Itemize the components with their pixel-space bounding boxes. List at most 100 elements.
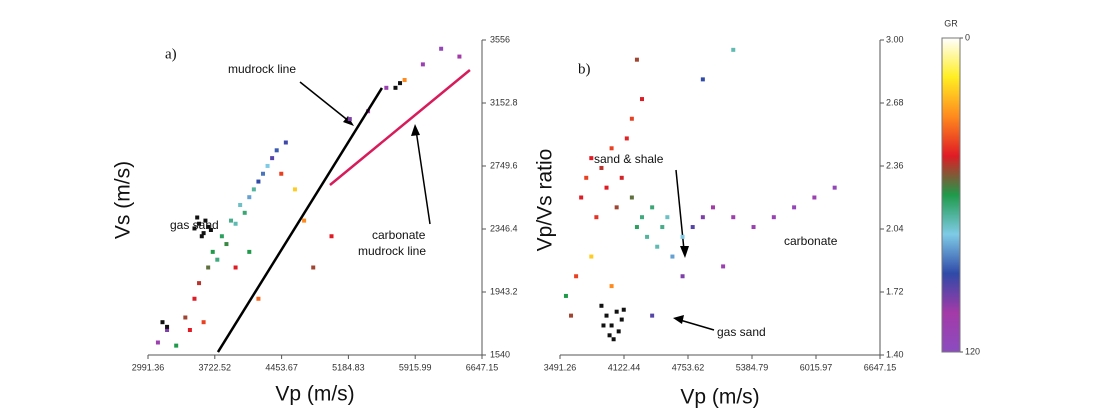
x-tick-label: 4453.67: [265, 362, 298, 372]
scatter-point: [329, 234, 334, 239]
colorbar-label: GR: [944, 18, 958, 28]
annotation: sand & shale: [594, 152, 664, 166]
scatter-point: [229, 218, 234, 223]
x-tick-label: 6647.15: [864, 362, 897, 372]
scatter-point: [629, 195, 634, 200]
panel-label: b): [578, 61, 591, 77]
scatter-point: [384, 85, 389, 90]
gas-sand-point: [197, 221, 202, 226]
gas-sand-point: [398, 81, 403, 86]
scatter-point: [792, 205, 797, 210]
scatter-point: [619, 175, 624, 180]
scatter-point: [256, 179, 261, 184]
scatter-point: [347, 117, 352, 122]
scatter-point: [751, 225, 756, 230]
scatter-point: [634, 225, 639, 230]
y-axis-label: Vs (m/s): [112, 161, 135, 239]
y-tick-label: 2346.4: [490, 223, 518, 233]
scatter-point: [614, 205, 619, 210]
y-tick-label: 1.72: [886, 286, 904, 296]
colorbar-tick-label: 120: [965, 346, 980, 356]
y-tick-label: 2749.6: [490, 160, 518, 170]
scatter-point: [215, 257, 220, 262]
trend-line: [329, 69, 471, 186]
arrowhead: [411, 124, 420, 136]
scatter-point: [238, 203, 243, 207]
x-tick-label: 4753.62: [672, 362, 705, 372]
scatter-point: [420, 62, 425, 67]
scatter-point: [569, 313, 574, 318]
scatter-point: [650, 313, 655, 318]
x-axis-label: Vp (m/s): [275, 383, 354, 406]
gas-sand-point: [208, 228, 213, 232]
scatter-point: [302, 218, 307, 223]
scatter-point: [645, 234, 650, 239]
gas-sand-point: [203, 218, 208, 223]
scatter-point: [700, 215, 705, 220]
arrowhead: [680, 246, 689, 258]
annotation: gas sand: [717, 325, 766, 339]
scatter-point: [210, 249, 215, 254]
y-tick-label: 3.00: [886, 34, 904, 44]
panel-label: a): [165, 46, 177, 62]
y-tick-label: 1943.2: [490, 286, 518, 296]
scatter-point: [731, 47, 736, 52]
scatter-point: [574, 274, 579, 279]
y-tick-label: 2.36: [886, 160, 904, 170]
scatter-point: [274, 148, 279, 153]
scatter-point: [165, 328, 170, 332]
scatter-point: [680, 274, 685, 279]
scatter-point: [640, 97, 645, 102]
scatter-point: [197, 281, 202, 286]
scatter-point: [589, 156, 594, 161]
scatter-point: [187, 328, 192, 332]
scatter-point: [260, 171, 265, 176]
x-tick-label: 6015.97: [800, 362, 833, 372]
scatter-point: [624, 136, 629, 141]
scatter-point: [265, 163, 270, 168]
gas-sand-point: [604, 313, 609, 318]
scatter-point: [812, 195, 817, 200]
scatter-point: [629, 116, 634, 121]
x-tick-label: 5384.79: [736, 362, 769, 372]
gas-sand-point: [201, 231, 206, 236]
scatter-point: [311, 265, 316, 270]
scatter-point: [242, 210, 247, 215]
x-tick-label: 3722.52: [199, 362, 232, 372]
scatter-point: [206, 265, 211, 270]
y-tick-label: 3152.8: [490, 97, 518, 107]
scatter-point: [457, 54, 462, 59]
scatter-point: [609, 284, 614, 289]
scatter-point: [439, 46, 444, 51]
scatter-point: [192, 296, 197, 301]
scatter-point: [710, 205, 715, 210]
scatter-point: [690, 225, 695, 230]
x-tick-label: 4122.44: [608, 362, 641, 372]
scatter-point: [219, 234, 224, 239]
x-tick-label: 5915.99: [399, 362, 432, 372]
y-axis-label: Vp/Vs ratio: [534, 149, 557, 252]
scatter-point: [634, 57, 639, 62]
scatter-point: [579, 195, 584, 200]
gas-sand-point: [165, 324, 170, 329]
y-tick-label: 2.68: [886, 97, 904, 107]
gas-sand-point: [393, 85, 398, 90]
scatter-point: [563, 293, 568, 298]
colorbar-tick-label: 0: [965, 32, 970, 42]
gas-sand-point: [195, 215, 200, 220]
gas-sand-point: [616, 329, 621, 334]
scatter-point: [224, 242, 229, 247]
scatter-point: [256, 296, 261, 301]
scatter-point: [670, 254, 675, 259]
gas-sand-point: [614, 309, 619, 314]
gas-sand-point: [607, 333, 612, 338]
arrow: [679, 319, 715, 331]
arrow: [415, 129, 431, 225]
scatter-point: [604, 185, 609, 190]
scatter-point: [650, 205, 655, 210]
scatter-point: [655, 244, 660, 249]
scatter-point: [660, 225, 665, 230]
scatter-point: [680, 234, 685, 239]
y-tick-label: 3556: [490, 34, 510, 44]
